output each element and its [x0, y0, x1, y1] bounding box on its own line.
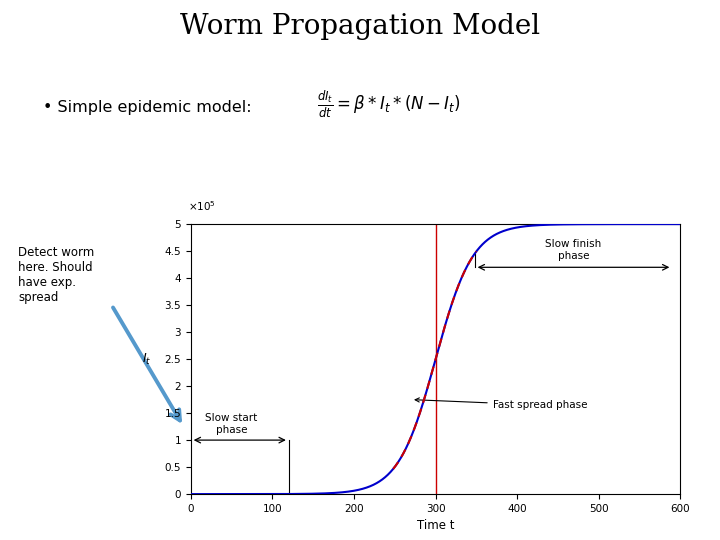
- Text: • Simple epidemic model:: • Simple epidemic model:: [43, 100, 252, 115]
- Text: Worm Propagation Model: Worm Propagation Model: [180, 14, 540, 40]
- Text: Slow finish
phase: Slow finish phase: [545, 239, 602, 261]
- Text: $\times 10^5$: $\times 10^5$: [189, 199, 216, 213]
- Text: Slow start
phase: Slow start phase: [205, 413, 258, 435]
- Text: Fast spread phase: Fast spread phase: [415, 398, 588, 410]
- Text: $\frac{dI_t}{dt} = \beta * I_t * (N - I_t)$: $\frac{dI_t}{dt} = \beta * I_t * (N - I_…: [317, 89, 460, 120]
- Text: Detect worm
here. Should
have exp.
spread: Detect worm here. Should have exp. sprea…: [18, 246, 94, 303]
- X-axis label: Time t: Time t: [417, 519, 454, 532]
- Text: $I_t$: $I_t$: [142, 352, 151, 367]
